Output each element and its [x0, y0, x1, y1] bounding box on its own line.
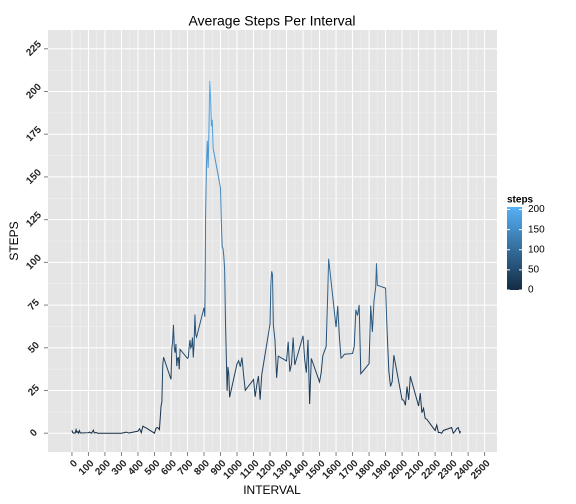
x-tick-label: 200	[93, 458, 113, 478]
x-axis-title: INTERVAL	[243, 483, 301, 497]
x-tick-label: 400	[126, 458, 146, 478]
colorbar	[507, 207, 522, 290]
legend-label: 50	[528, 265, 540, 276]
legend-label: 200	[528, 204, 545, 215]
legend-label: 100	[528, 244, 545, 255]
legend-title: steps	[507, 195, 534, 206]
y-tick-label: 150	[24, 167, 44, 187]
y-tick-label: 50	[26, 340, 42, 356]
x-tick-label: 2500	[469, 458, 493, 482]
x-tick-label: 100	[77, 458, 97, 478]
x-tick-label: 600	[159, 458, 179, 478]
y-tick-label: 175	[24, 124, 44, 144]
x-tick-label: 300	[110, 458, 130, 478]
legend-label: 0	[528, 285, 534, 296]
y-axis-title: STEPS	[7, 221, 21, 260]
legend-label: 150	[528, 224, 545, 235]
line	[71, 80, 462, 435]
chart-title: Average Steps Per Interval	[188, 13, 355, 29]
y-tick-label: 125	[24, 210, 44, 230]
x-tick-label: 800	[192, 458, 212, 478]
x-tick-label: 700	[176, 458, 196, 478]
y-tick-label: 100	[24, 252, 44, 272]
x-tick-label: 500	[143, 458, 163, 478]
y-tick-label: 75	[26, 297, 42, 313]
y-tick-label: 25	[26, 382, 42, 398]
y-tick-label: 225	[24, 39, 44, 59]
y-tick-label: 0	[28, 427, 40, 439]
y-tick-label: 200	[24, 82, 44, 102]
